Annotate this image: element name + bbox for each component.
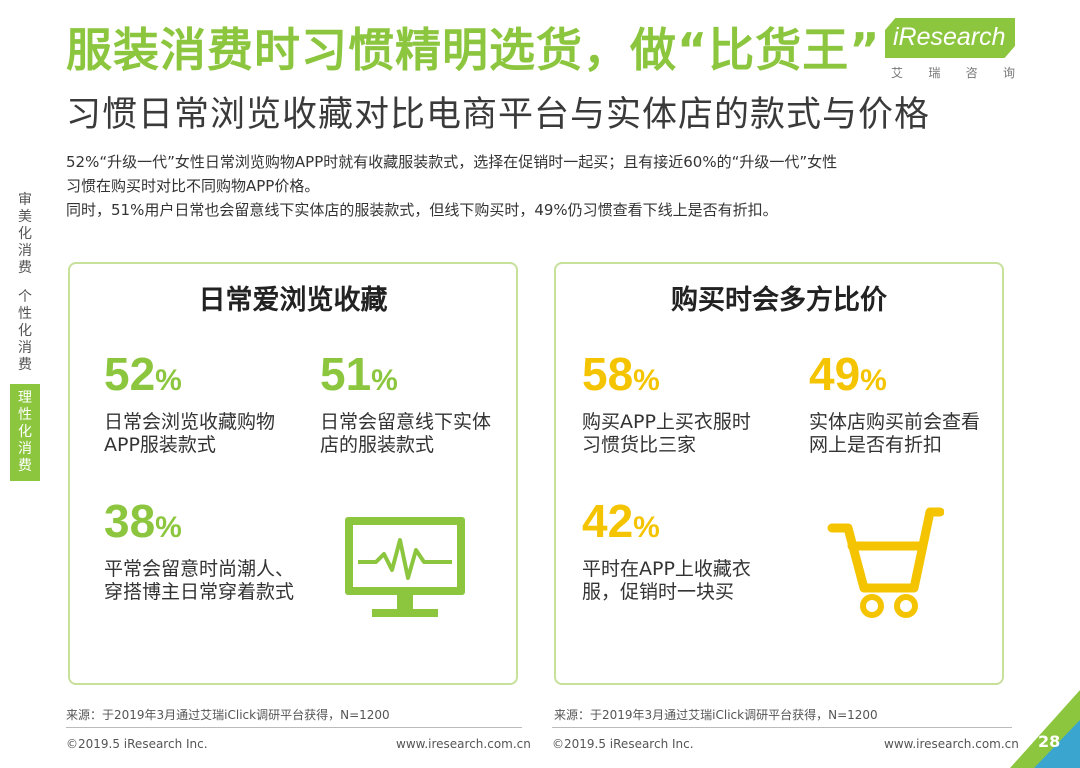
stat-description: 日常会留意线下实体 店的服装款式 [320,411,492,456]
shopping-cart-icon [827,507,944,618]
monitor-pulse-icon [345,517,465,617]
source-note: 来源：于2019年3月通过艾瑞iClick调研平台获得，N=1200 [554,708,878,722]
stat-value: 51% [320,348,398,400]
sidenav-item-aesthetic[interactable]: 审 美 化 消 费 [18,192,32,276]
logo-text: iResearch [893,23,1006,51]
page-title: 服装消费时习惯精明选货，做“比货王” [66,23,881,77]
stat-block: 49% 实体店购买前会查看 网上是否有折扣 [809,350,980,457]
stat-block: 51% 日常会留意线下实体 店的服装款式 [320,350,491,457]
stat-value: 49% [809,348,887,400]
stat-value: 38% [104,495,182,547]
section-sidenav: 审 美 化 消 费 个 性 化 消 费 理 性 化 消 费 [10,190,40,481]
intro-text: 52%“升级一代”女性日常浏览购物APP时就有收藏服装款式，选择在促销时一起买；… [66,150,1026,222]
stat-description: 平常会留意时尚潮人、 穿搭博主日常穿着款式 [104,558,295,603]
intro-line: 52%“升级一代”女性日常浏览购物APP时就有收藏服装款式，选择在促销时一起买；… [66,153,838,171]
page-corner-badge [1010,690,1080,768]
website-link[interactable]: www.iresearch.com.cn [884,737,1019,751]
stat-description: 购买APP上买衣服时 习惯货比三家 [582,411,751,456]
sidenav-item-rational[interactable]: 理 性 化 消 费 [10,384,40,481]
stat-block: 42% 平时在APP上收藏衣 服，促销时一块买 [582,497,751,604]
stat-description: 实体店购买前会查看 网上是否有折扣 [809,411,981,456]
page-subtitle: 习惯日常浏览收藏对比电商平台与实体店的款式与价格 [66,95,931,135]
footer-divider [66,727,522,728]
copyright: ©2019.5 iResearch Inc. [66,737,208,751]
intro-line: 习惯在购买时对比不同购物APP价格。 [66,177,320,195]
stat-block: 38% 平常会留意时尚潮人、 穿搭博主日常穿着款式 [104,497,294,604]
browse-collect-card: 日常爱浏览收藏 52% 日常会浏览收藏购物 APP服装款式 51% 日常会留意线… [68,262,518,685]
stat-value: 58% [582,348,660,400]
source-note: 来源：于2019年3月通过艾瑞iClick调研平台获得，N=1200 [66,708,390,722]
price-compare-card: 购买时会多方比价 58% 购买APP上买衣服时 习惯货比三家 49% 实体店购买… [554,262,1004,685]
footer-divider [552,727,1012,728]
stat-description: 日常会浏览收藏购物 APP服装款式 [104,411,276,456]
copyright: ©2019.5 iResearch Inc. [552,737,694,751]
page-number: 28 [1038,732,1061,751]
website-link[interactable]: www.iresearch.com.cn [396,737,531,751]
stat-value: 42% [582,495,660,547]
card-title: 购买时会多方比价 [671,285,887,316]
stat-description: 平时在APP上收藏衣 服，促销时一块买 [582,558,751,603]
sidenav-item-personalized[interactable]: 个 性 化 消 费 [18,289,32,373]
iresearch-logo: iResearch 艾 瑞 咨 询 [885,18,1015,84]
intro-line: 同时，51%用户日常也会留意线下实体店的服装款式，但线下购买时，49%仍习惯查看… [66,201,778,219]
stat-value: 52% [104,348,182,400]
logo-subtitle: 艾 瑞 咨 询 [891,66,1015,80]
card-title: 日常爱浏览收藏 [198,285,388,316]
stat-block: 52% 日常会浏览收藏购物 APP服装款式 [104,350,275,457]
stat-block: 58% 购买APP上买衣服时 习惯货比三家 [582,350,751,457]
